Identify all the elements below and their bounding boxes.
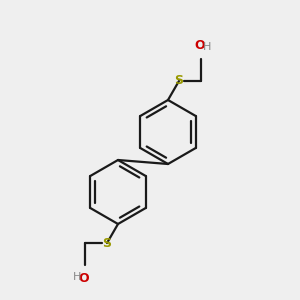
- Text: O: O: [195, 39, 205, 52]
- Text: H: H: [73, 272, 81, 282]
- Text: S: S: [175, 74, 184, 87]
- Text: S: S: [103, 237, 112, 250]
- Text: H: H: [203, 42, 211, 52]
- Text: O: O: [79, 272, 89, 285]
